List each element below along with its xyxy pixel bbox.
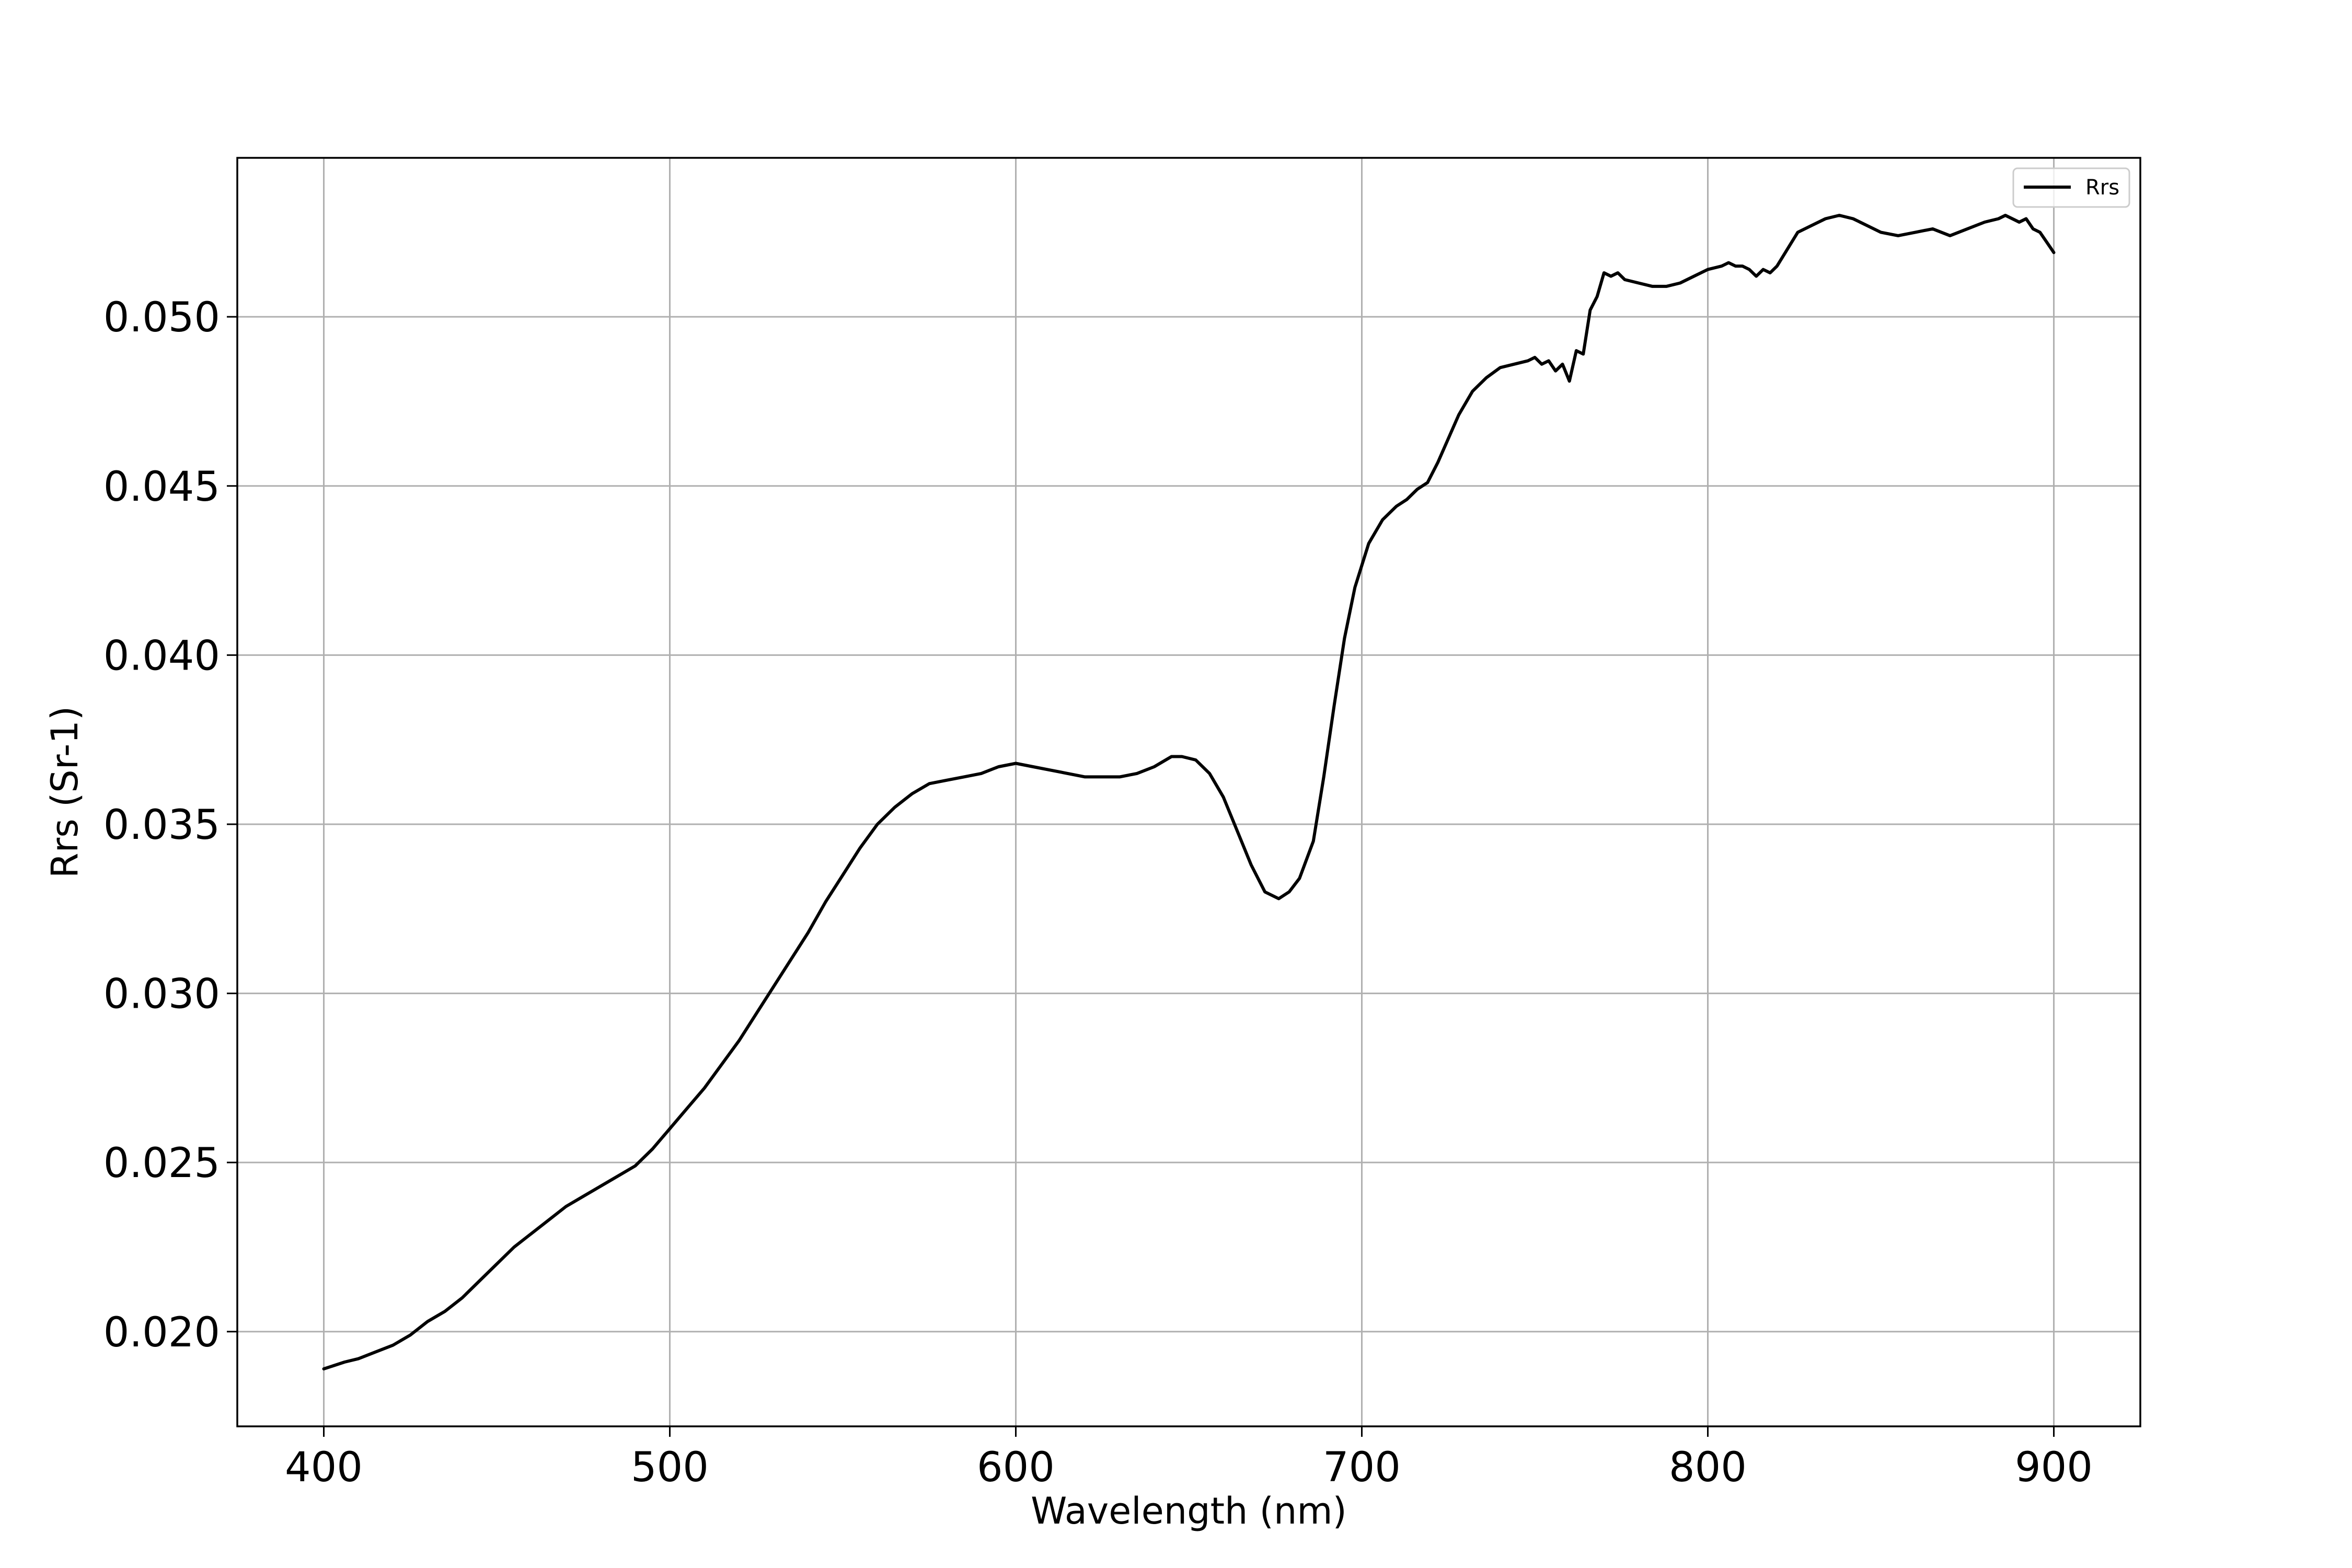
y-axis-label: Rrs (Sr-1) — [43, 706, 86, 878]
x-tick-label: 700 — [1323, 1444, 1401, 1491]
x-tick-label: 800 — [1669, 1444, 1747, 1491]
legend-box — [2012, 167, 2130, 208]
y-tick-label: 0.035 — [103, 802, 220, 849]
ticks: 400 500 600 700 800 900 0.020 0.025 0.030 0.035 0.… — [103, 294, 2093, 1491]
series-line-rrs — [322, 214, 2056, 1370]
x-axis-label: Wavelength (nm) — [1031, 1490, 1347, 1532]
series-layer — [322, 214, 2056, 1370]
x-tick-label: 900 — [2015, 1444, 2093, 1491]
legend: Rrs — [2012, 167, 2130, 208]
y-tick-label: 0.040 — [103, 632, 220, 679]
y-tick-label: 0.045 — [103, 464, 220, 511]
legend-label-rrs: Rrs — [2085, 176, 2119, 200]
y-tick-label: 0.050 — [103, 294, 220, 341]
x-tick-label: 600 — [977, 1444, 1055, 1491]
x-tick-label: 500 — [631, 1444, 709, 1491]
plot-frame — [236, 157, 2141, 1427]
y-tick-label: 0.020 — [103, 1309, 220, 1356]
y-tick-label: 0.030 — [103, 971, 220, 1018]
y-tick-label: 0.025 — [103, 1140, 220, 1187]
grid — [237, 158, 2140, 1426]
x-tick-label: 400 — [285, 1444, 363, 1491]
